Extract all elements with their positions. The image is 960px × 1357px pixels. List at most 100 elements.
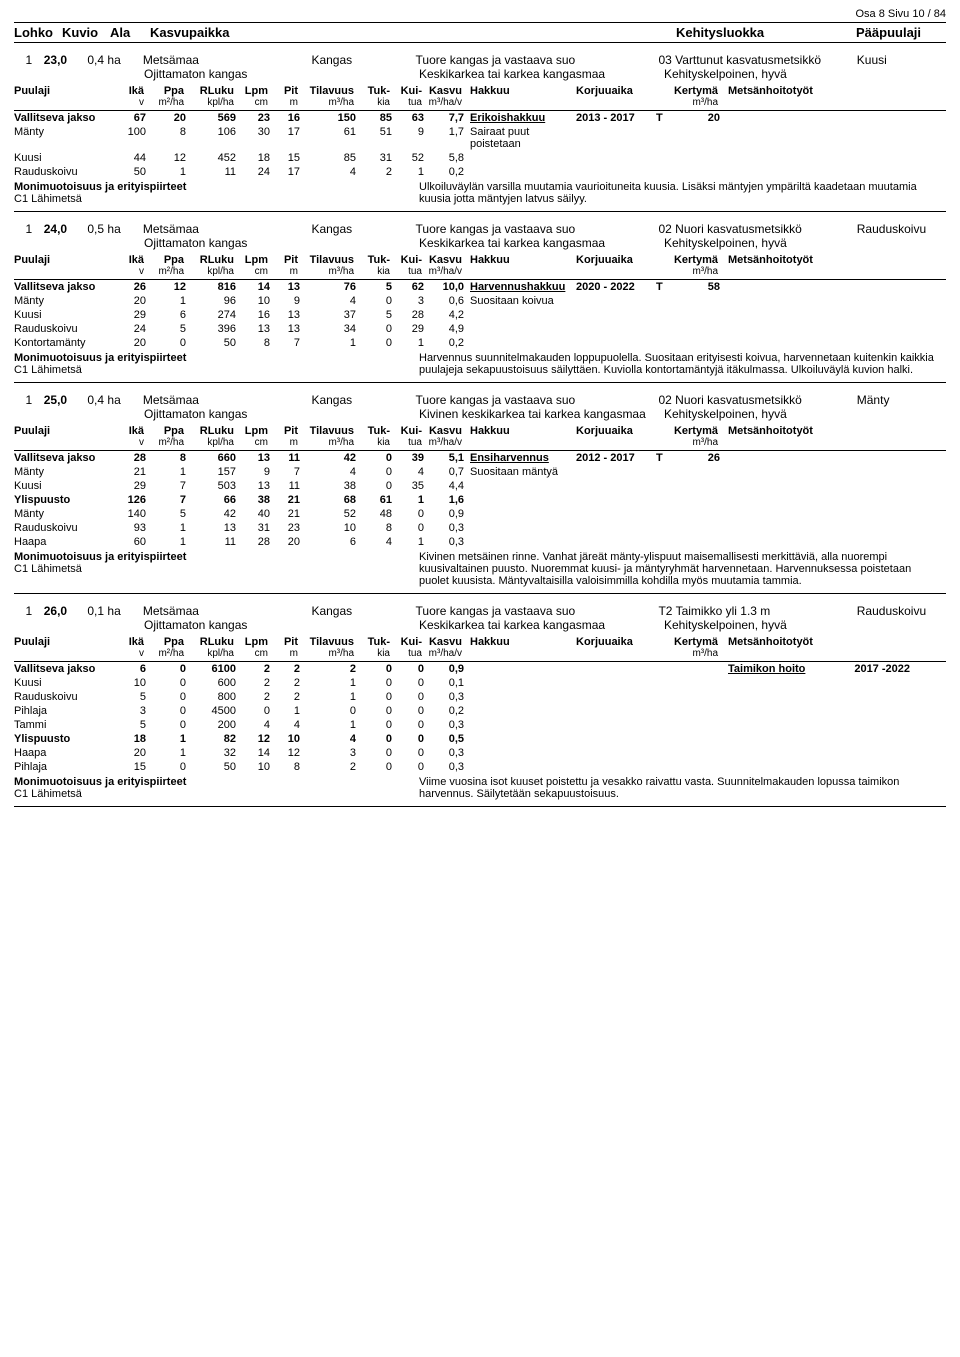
val-metsanhoito: [720, 691, 840, 703]
lbl-ppa: Ppa: [146, 425, 186, 437]
val-korjuuaika: [576, 494, 656, 506]
val-ala: 0,4 ha: [87, 393, 143, 407]
val-korjuuaika: [576, 761, 656, 773]
val-lpm: 2: [236, 691, 270, 703]
val-ppa: 5: [146, 508, 186, 520]
val-kasvu: 1,7: [424, 126, 464, 150]
val-hoito-vuodet: [840, 281, 910, 293]
val-tilavuus: 1: [300, 719, 356, 731]
val-rluku: 50: [186, 761, 236, 773]
val-kuitua: 0: [392, 705, 424, 717]
val-tukkia: 0: [356, 705, 392, 717]
val-tilavuus: 52: [300, 508, 356, 520]
val-hoito-vuodet: [840, 761, 910, 773]
val-korjuuaika: [576, 747, 656, 759]
val-ppa: 20: [146, 112, 186, 124]
val-lpm: 14: [236, 281, 270, 293]
val-ppa: 1: [146, 522, 186, 534]
val-t: [656, 309, 670, 321]
val-kertyma: [670, 719, 720, 731]
val-hoito-vuodet: [840, 337, 910, 349]
val-t: [656, 508, 670, 520]
data-row: Haapa 20 1 32 14 12 3 0 0 0,3: [14, 746, 946, 760]
val-ika: 60: [114, 536, 146, 548]
val-maa2: Ojittamaton kangas: [144, 236, 419, 250]
stand-info-line2: Ojittamaton kangas Keskikarkea tai karke…: [14, 67, 946, 81]
val-kasvu: 4,9: [424, 323, 464, 335]
val-maa3: Keskikarkea tai karkea kangasmaa: [419, 236, 664, 250]
val-metsanhoito: [720, 522, 840, 534]
val-metsanhoito: [720, 323, 840, 335]
val-lpm: 38: [236, 494, 270, 506]
hdr-lohko: Lohko: [14, 25, 62, 40]
val-korjuuaika: [576, 508, 656, 520]
species-name: Ylispuusto: [14, 733, 114, 745]
val-tukkia: 8: [356, 522, 392, 534]
val-kertyma: 26: [670, 452, 720, 464]
val-hoito-vuodet: [840, 480, 910, 492]
lbl-lpm: Lpm: [236, 425, 270, 437]
val-lpm: 10: [236, 761, 270, 773]
val-pit: 13: [270, 309, 300, 321]
val-tilavuus: 42: [300, 452, 356, 464]
val-kasvupaikka2: Kangas: [311, 53, 415, 67]
lbl-hakkuu: Hakkuu: [464, 636, 576, 648]
val-ika: 93: [114, 522, 146, 534]
lbl-puulaji: Puulaji: [14, 636, 114, 648]
val-metsanhoito: [720, 337, 840, 349]
val-hoito-vuodet: 2017 -2022: [840, 663, 910, 675]
val-pit: 17: [270, 166, 300, 178]
val-t: [656, 323, 670, 335]
val-hoito-vuodet: [840, 536, 910, 548]
lbl-kertyma: Kertymä: [670, 425, 720, 437]
species-name: Ylispuusto: [14, 494, 114, 506]
val-kehluokka: 02 Nuori kasvatusmetsikkö: [658, 222, 856, 236]
val-ika: 126: [114, 494, 146, 506]
val-hakkuu: [464, 323, 576, 335]
note-title: Monimuotoisuus ja erityispiirteet: [14, 352, 419, 364]
note-block: Monimuotoisuus ja erityispiirteet C1 Läh…: [14, 776, 946, 800]
val-tukkia: 5: [356, 309, 392, 321]
lbl-korjuuaika: Korjuuaika: [576, 85, 656, 97]
val-korjuuaika: [576, 705, 656, 717]
val-kehluokka: 02 Nuori kasvatusmetsikkö: [658, 393, 856, 407]
val-rluku: 660: [186, 452, 236, 464]
data-row: Kontortamänty 20 0 50 8 7 1 0 1 0,2: [14, 336, 946, 350]
val-lpm: 9: [236, 466, 270, 478]
val-ppa: 7: [146, 480, 186, 492]
val-lpm: 28: [236, 536, 270, 548]
data-row: Pihlaja 3 0 4500 0 1 0 0 0 0,2: [14, 704, 946, 718]
val-kehluokka: T2 Taimikko yli 1.3 m: [658, 604, 856, 618]
val-korjuuaika: [576, 323, 656, 335]
species-name: Vallitseva jakso: [14, 663, 114, 675]
val-hakkuu: Ensiharvennus: [464, 452, 576, 464]
data-row: Vallitseva jakso 28 8 660 13 11 42 0 39 …: [14, 451, 946, 465]
data-row: Kuusi 29 6 274 16 13 37 5 28 4,2: [14, 308, 946, 322]
stand-info-line1: 1 25,0 0,4 ha Metsämaa Kangas Tuore kang…: [14, 393, 946, 407]
val-kuvio: 23,0: [44, 53, 88, 67]
species-name: Rauduskoivu: [14, 323, 114, 335]
val-hoito-vuodet: [840, 166, 910, 178]
val-hakkuu: [464, 705, 576, 717]
val-tukkia: 0: [356, 761, 392, 773]
lbl-kertyma: Kertymä: [670, 254, 720, 266]
val-kasvu: 0,1: [424, 677, 464, 689]
val-pit: 11: [270, 452, 300, 464]
val-maa2: Ojittamaton kangas: [144, 67, 419, 81]
val-kertyma: [670, 480, 720, 492]
note-sub: C1 Lähimetsä: [14, 364, 419, 376]
val-hakkuu: Suositaan mäntyä: [464, 466, 576, 478]
species-name: Haapa: [14, 747, 114, 759]
val-lpm: 2: [236, 663, 270, 675]
val-t: [656, 761, 670, 773]
val-kuitua: 0: [392, 691, 424, 703]
val-tilavuus: 4: [300, 733, 356, 745]
val-lpm: 30: [236, 126, 270, 150]
val-korjuuaika: 2020 - 2022: [576, 281, 656, 293]
data-column-header: Puulaji Ikä Ppa RLuku Lpm Pit Tilavuus T…: [14, 85, 946, 97]
val-korjuuaika: [576, 309, 656, 321]
note-title: Monimuotoisuus ja erityispiirteet: [14, 181, 419, 193]
val-ika: 67: [114, 112, 146, 124]
data-row: Ylispuusto 18 1 82 12 10 4 0 0 0,5: [14, 732, 946, 746]
val-korjuuaika: [576, 719, 656, 731]
